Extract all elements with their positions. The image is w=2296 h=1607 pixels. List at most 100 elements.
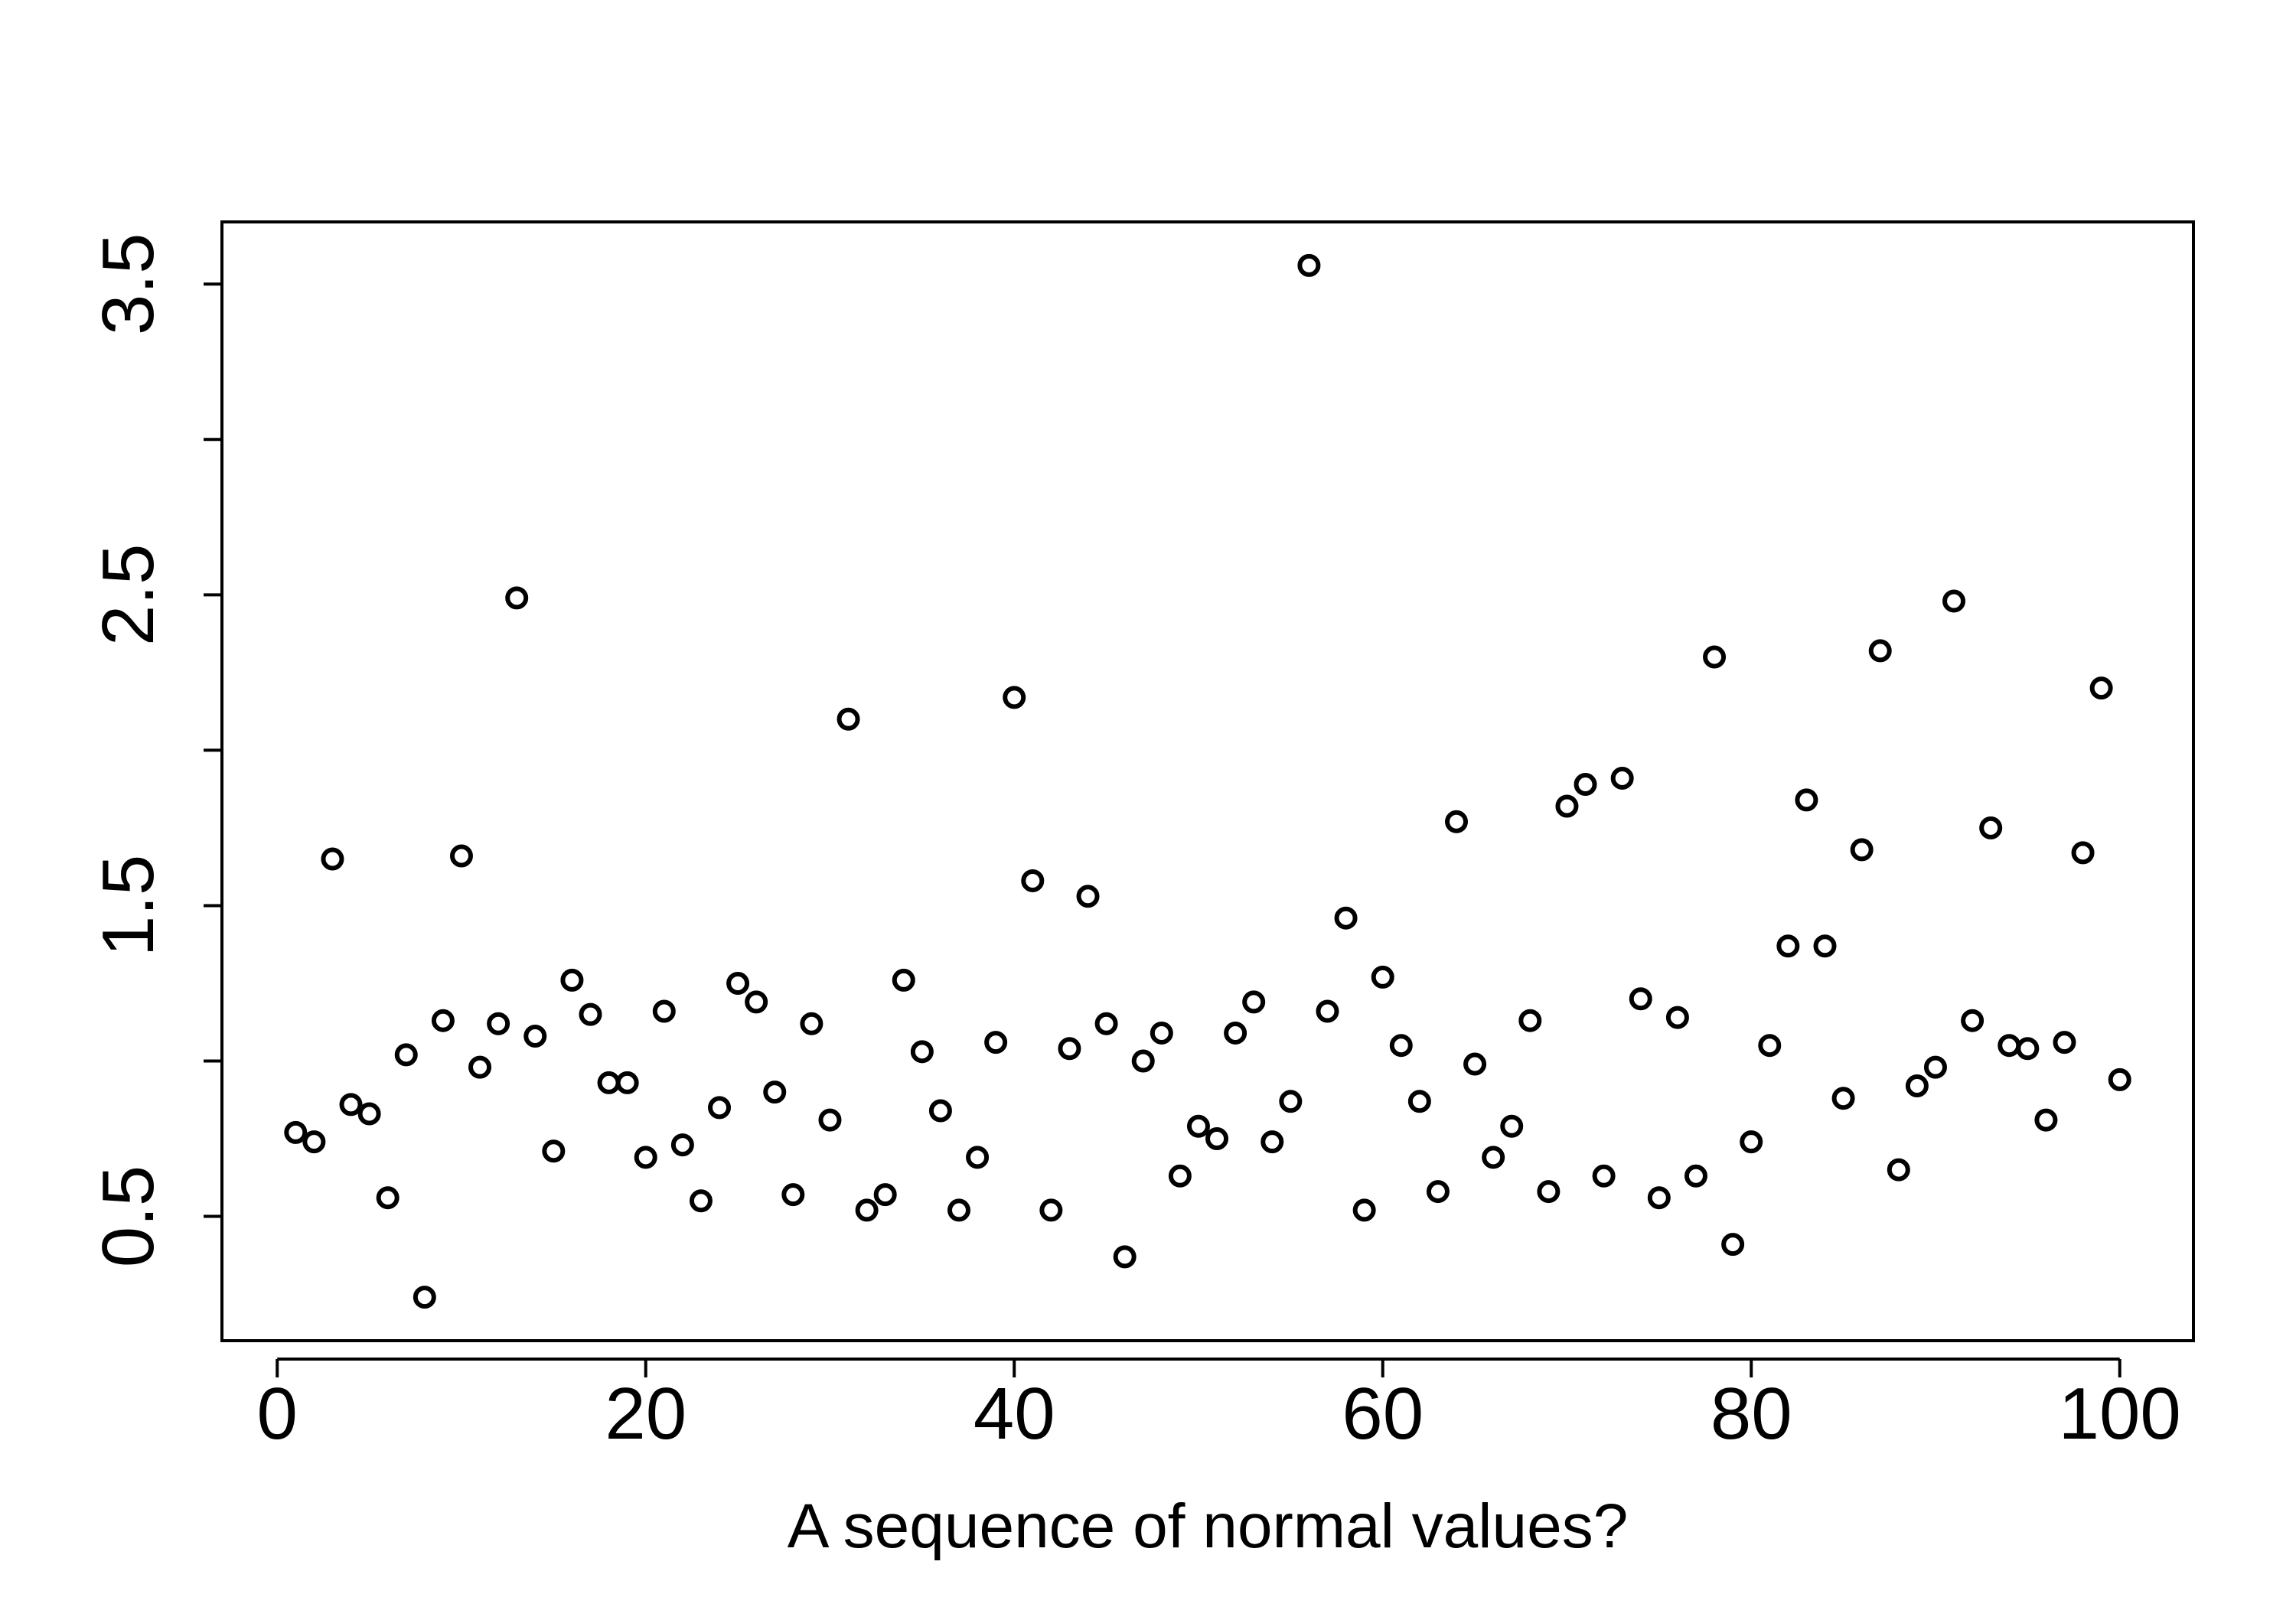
data-point [1721,1233,1745,1257]
data-point [1150,1021,1173,1045]
y-tick-label: 1.5 [87,855,169,957]
data-point [781,1183,805,1207]
data-point [1942,589,1966,613]
data-point [1629,987,1652,1011]
data-point [321,847,344,871]
data-point [1168,1164,1192,1188]
data-point [966,1146,990,1169]
data-point [542,1139,566,1163]
data-point [1537,1180,1561,1204]
data-point [634,1146,657,1169]
data-point [1297,253,1321,277]
data-point [1261,1130,1284,1154]
data-point [1850,838,1874,862]
data-point [1334,906,1358,930]
data-point [1887,1158,1910,1182]
data-point [1094,1012,1118,1035]
data-point [394,1043,418,1067]
data-point [1518,1009,1542,1032]
data-point [928,1099,952,1123]
x-tick-label: 100 [2059,1373,2181,1455]
data-point [431,1009,455,1032]
data-point [1113,1245,1137,1269]
data-point [892,968,915,992]
data-point [1316,999,1339,1023]
data-point [579,1002,602,1026]
data-point [652,999,676,1023]
data-point [1003,686,1026,709]
data-point [449,844,473,868]
data-point [745,990,768,1014]
data-point [855,1198,879,1222]
data-point [910,1040,934,1064]
data-point [1868,639,1892,663]
data-point [1740,1130,1763,1154]
data-point [2108,1068,2131,1091]
data-point [284,1120,308,1144]
data-point [984,1031,1008,1054]
data-point [2016,1037,2040,1061]
data-point [2071,841,2095,865]
data-point [505,586,529,610]
data-point [1463,1052,1487,1076]
data-point [1905,1074,1929,1097]
data-point [1242,990,1266,1014]
data-point [1703,645,1727,669]
x-tick-label: 80 [1711,1373,1792,1455]
data-point [1279,1090,1303,1113]
data-point [357,1102,381,1126]
data-point [1445,810,1469,833]
data-point [763,1081,787,1104]
x-tick-label: 20 [605,1373,687,1455]
data-point [708,1096,732,1120]
data-point [1021,869,1045,892]
data-point [1684,1164,1707,1188]
data-point [1647,1186,1671,1210]
data-point [689,1189,713,1213]
data-point [1205,1127,1229,1151]
data-point [1039,1198,1063,1222]
x-axis: 0 20 40 60 80 100 [257,1358,2181,1455]
y-axis: 0.5 1.5 2.5 3.5 [87,233,223,1267]
data-point [1813,934,1837,958]
x-axis-title: A sequence of normal values? [788,1491,1629,1561]
data-point [1831,1087,1855,1110]
data-point [1407,1090,1431,1113]
data-point [1426,1180,1450,1204]
data-point [837,707,860,731]
data-point [2089,676,2113,700]
data-point [1555,794,1579,818]
data-point [376,1186,400,1210]
data-point [1058,1037,1081,1061]
x-tick-label: 60 [1342,1373,1424,1455]
data-point [1610,766,1634,790]
data-point [560,968,584,992]
data-point [1923,1055,1947,1079]
x-tick-label: 40 [974,1373,1055,1455]
data-point [1482,1146,1505,1169]
data-point [800,1012,823,1035]
data-point [1592,1164,1616,1188]
data-point [1961,1009,1985,1032]
data-point [1758,1034,1782,1058]
data-point [2034,1108,2058,1132]
data-point [1352,1198,1376,1222]
data-point [1389,1034,1413,1058]
data-point [1371,965,1394,989]
y-tick-label: 3.5 [87,233,169,334]
data-point [726,971,750,995]
data-point [1186,1114,1210,1138]
data-point [2053,1031,2076,1054]
data-point [523,1025,547,1048]
data-point [1665,1006,1689,1029]
y-tick-label: 0.5 [87,1165,169,1267]
data-point [670,1133,694,1157]
data-point [1795,788,1818,812]
data-point [1500,1114,1524,1138]
data-point [487,1012,510,1035]
data-point [413,1286,436,1309]
data-point [1224,1021,1247,1045]
data-point [818,1108,842,1132]
